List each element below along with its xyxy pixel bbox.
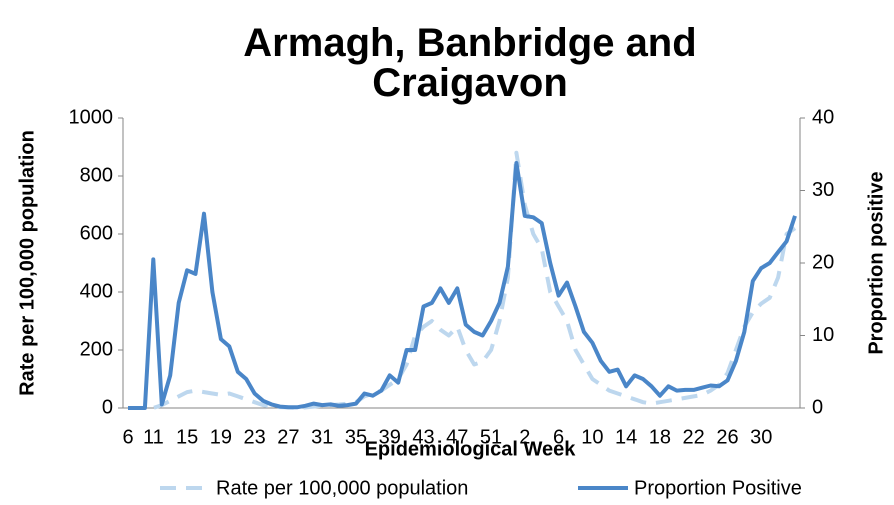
y-tick-label: 1000 (69, 106, 114, 128)
legend-label: Rate per 100,000 population (216, 477, 468, 499)
x-tick-label: 26 (716, 426, 738, 448)
x-tick-label: 35 (345, 426, 367, 448)
y2-tick-label: 0 (812, 396, 823, 418)
x-tick-label: 6 (553, 426, 564, 448)
x-tick-label: 14 (615, 426, 637, 448)
y-tick-label: 400 (80, 280, 113, 302)
x-tick-label: 27 (277, 426, 299, 448)
y-tick-label: 200 (80, 338, 113, 360)
x-tick-label: 10 (581, 426, 603, 448)
x-tick-label: 18 (649, 426, 671, 448)
x-tick-label: 43 (412, 426, 434, 448)
series-line (128, 150, 797, 410)
y2-tick-label: 40 (812, 106, 834, 128)
legend-label: Proportion Positive (634, 477, 802, 499)
chart-title: Armagh, Banbridge and Craigavon (243, 21, 696, 105)
x-tick-label: 31 (311, 426, 333, 448)
y2-tick-label: 20 (812, 251, 834, 273)
y2-tick-label: 10 (812, 324, 834, 346)
x-tick-label: 39 (379, 426, 401, 448)
y2-axis-title: Proportion positive (865, 171, 887, 354)
x-tick-label: 22 (683, 426, 705, 448)
x-axis-title: Epidemiological Week (365, 438, 577, 460)
x-tick-label: 19 (210, 426, 232, 448)
x-tick-label: 15 (176, 426, 198, 448)
x-tick-label: 11 (143, 426, 164, 448)
y-tick-label: 800 (80, 164, 113, 186)
x-tick-label: 23 (244, 426, 266, 448)
y2-tick-label: 30 (812, 179, 834, 201)
x-tick-label: 6 (122, 426, 133, 448)
series-line (128, 161, 797, 410)
y-axis-title: Rate per 100,000 population (16, 130, 38, 396)
y-tick-label: 600 (80, 222, 113, 244)
x-tick-label: 51 (480, 426, 502, 448)
x-tick-label: 47 (446, 426, 468, 448)
x-tick-label: 2 (519, 426, 530, 448)
y-tick-label: 0 (102, 396, 113, 418)
x-tick-label: 30 (750, 426, 772, 448)
